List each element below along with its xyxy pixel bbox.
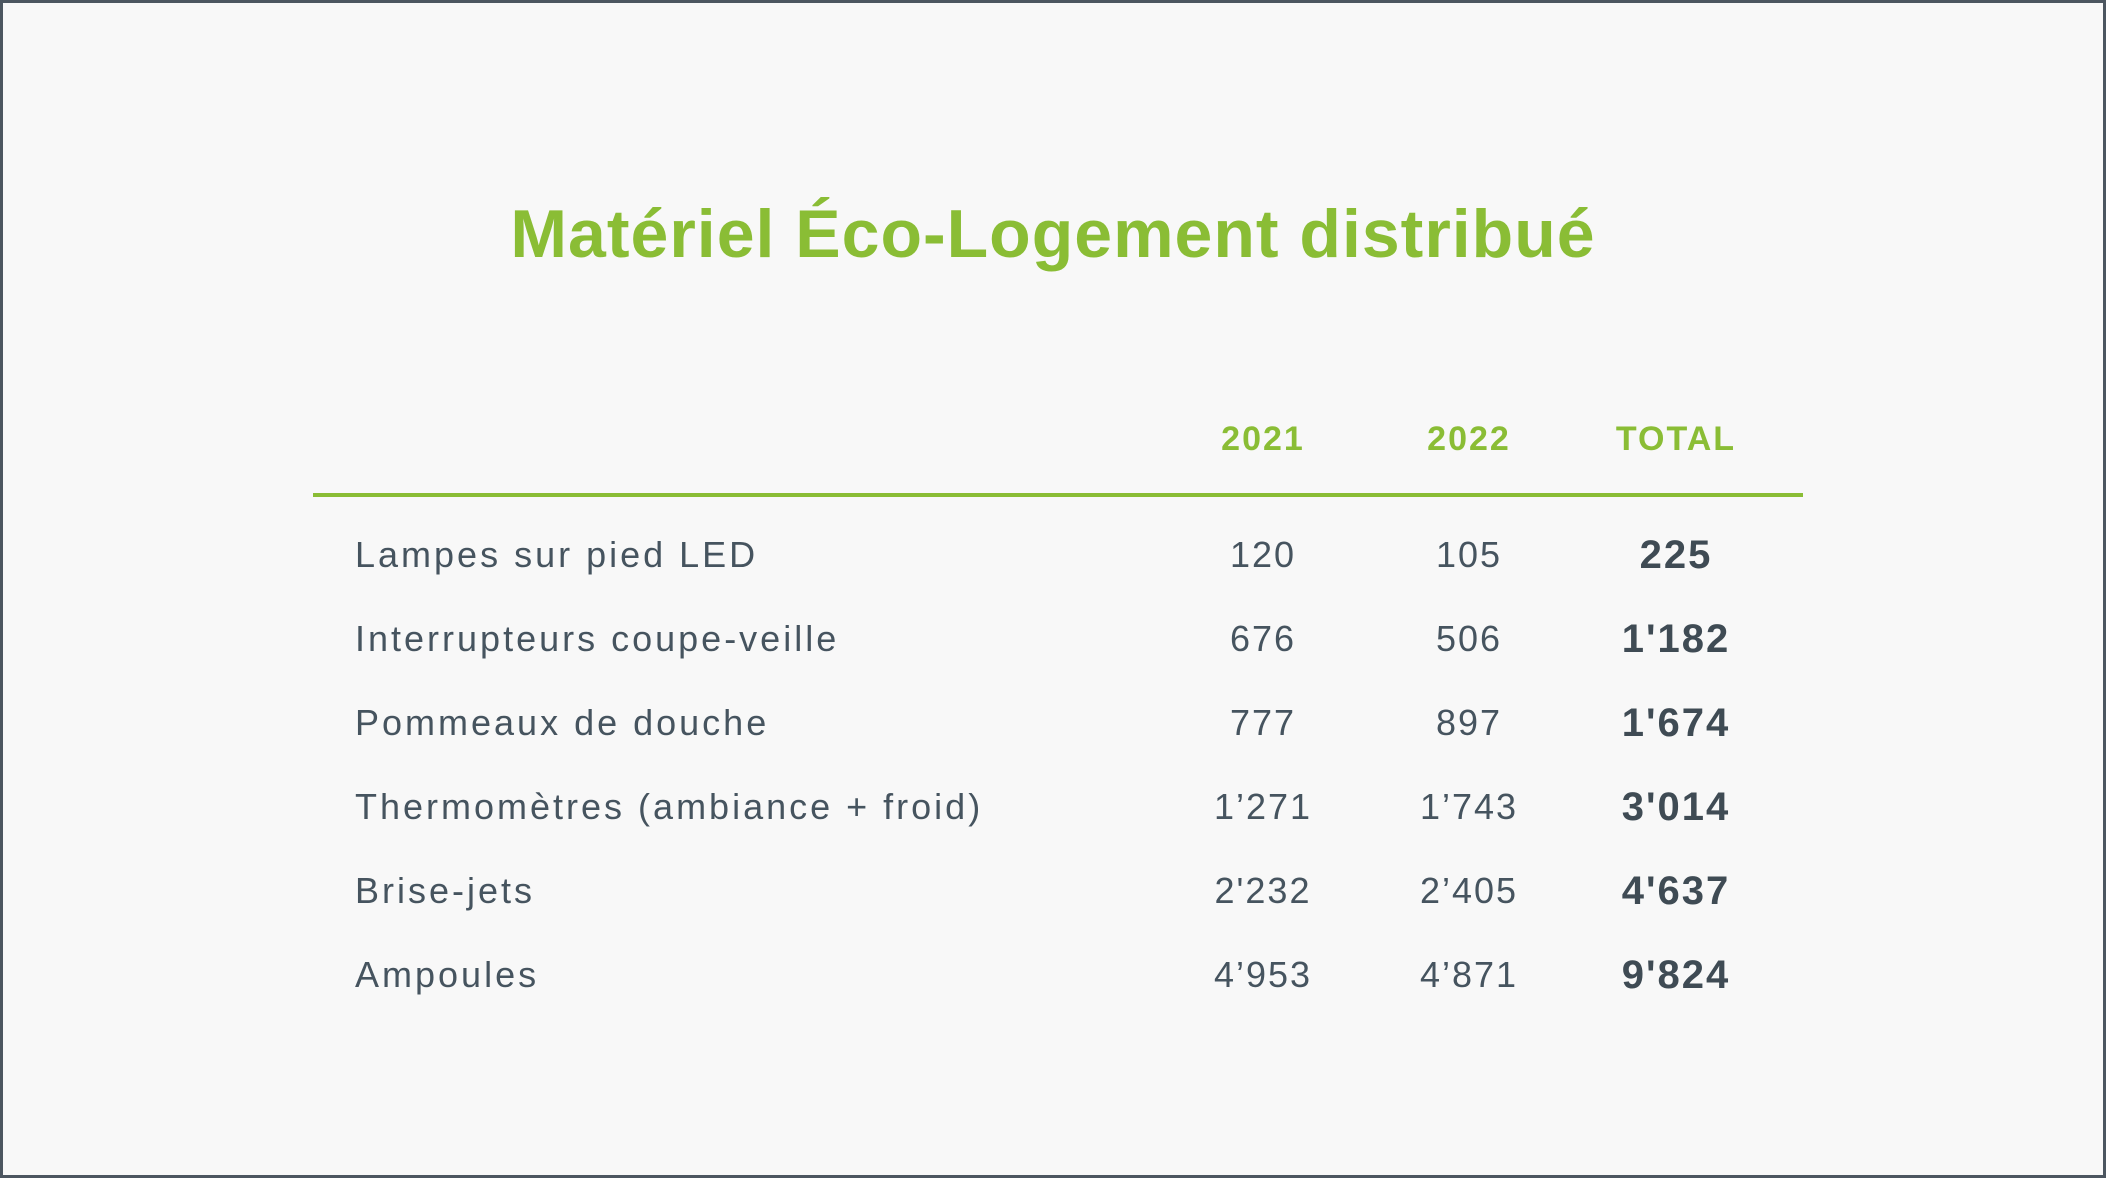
row-label: Pommeaux de douche [355,702,770,743]
row-label: Brise-jets [355,870,536,911]
row-label: Thermomètres (ambiance + froid) [355,786,984,827]
value-total: 9'824 [1621,953,1731,997]
value-2022: 1’743 [1419,786,1519,827]
column-header-2021: 2021 [1221,420,1305,458]
row-label: Ampoules [355,954,540,995]
slide-title: Matériel Éco-Logement distribué [510,196,1596,272]
table-row: Brise-jets 2'232 2’405 4'637 [313,869,1803,953]
table-row: Pommeaux de douche 777 897 1'674 [313,701,1803,785]
value-2021: 4’953 [1213,954,1313,995]
column-header-total: TOTAL [1615,420,1737,458]
value-total: 1'182 [1621,617,1731,661]
value-2021: 676 [1229,618,1297,659]
value-2022: 2’405 [1419,870,1519,911]
value-2022: 897 [1435,702,1503,743]
distribution-table: 2021 2022 TOTAL Lampes sur pied LED 120 … [313,403,1803,1037]
value-2021: 1’271 [1213,786,1313,827]
row-label: Lampes sur pied LED [355,534,759,575]
table-row: Ampoules 4’953 4’871 9'824 [313,953,1803,1037]
value-2021: 777 [1229,702,1297,743]
table-header: 2021 2022 TOTAL [313,403,1803,497]
table-row: Interrupteurs coupe-veille 676 506 1'182 [313,617,1803,701]
value-2022: 506 [1435,618,1503,659]
column-header-2022: 2022 [1427,420,1511,458]
value-total: 1'674 [1621,701,1731,745]
value-total: 225 [1639,533,1713,577]
value-2022: 4’871 [1419,954,1519,995]
value-2021: 2'232 [1214,870,1312,911]
table-row: Lampes sur pied LED 120 105 225 [313,533,1803,617]
table-row: Thermomètres (ambiance + froid) 1’271 1’… [313,785,1803,869]
value-total: 3'014 [1621,785,1731,829]
row-label: Interrupteurs coupe-veille [355,618,840,659]
table-body: Lampes sur pied LED 120 105 225 Interrup… [313,533,1803,1037]
value-2022: 105 [1435,534,1503,575]
value-2021: 120 [1229,534,1297,575]
value-total: 4'637 [1621,869,1731,913]
